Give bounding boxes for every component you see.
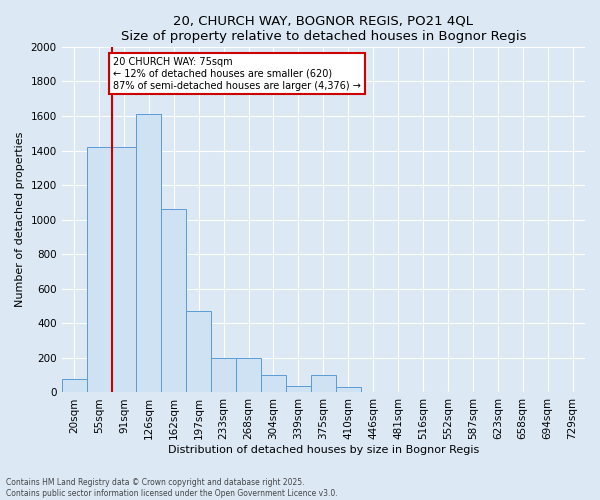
Bar	[161, 210, 186, 392]
Y-axis label: Number of detached properties: Number of detached properties	[15, 132, 25, 308]
Title: 20, CHURCH WAY, BOGNOR REGIS, PO21 4QL
Size of property relative to detached hou: 20, CHURCH WAY, BOGNOR REGIS, PO21 4QL S…	[121, 15, 526, 43]
Bar	[136, 114, 161, 392]
Bar	[236, 358, 261, 392]
Bar	[336, 388, 361, 392]
Bar	[186, 312, 211, 392]
Bar	[261, 375, 286, 392]
Bar	[62, 378, 86, 392]
Bar	[311, 375, 336, 392]
Bar	[211, 358, 236, 392]
X-axis label: Distribution of detached houses by size in Bognor Regis: Distribution of detached houses by size …	[168, 445, 479, 455]
Text: 20 CHURCH WAY: 75sqm
← 12% of detached houses are smaller (620)
87% of semi-deta: 20 CHURCH WAY: 75sqm ← 12% of detached h…	[113, 58, 361, 90]
Bar	[112, 147, 136, 392]
Text: Contains HM Land Registry data © Crown copyright and database right 2025.
Contai: Contains HM Land Registry data © Crown c…	[6, 478, 338, 498]
Bar	[86, 147, 112, 392]
Bar	[286, 386, 311, 392]
